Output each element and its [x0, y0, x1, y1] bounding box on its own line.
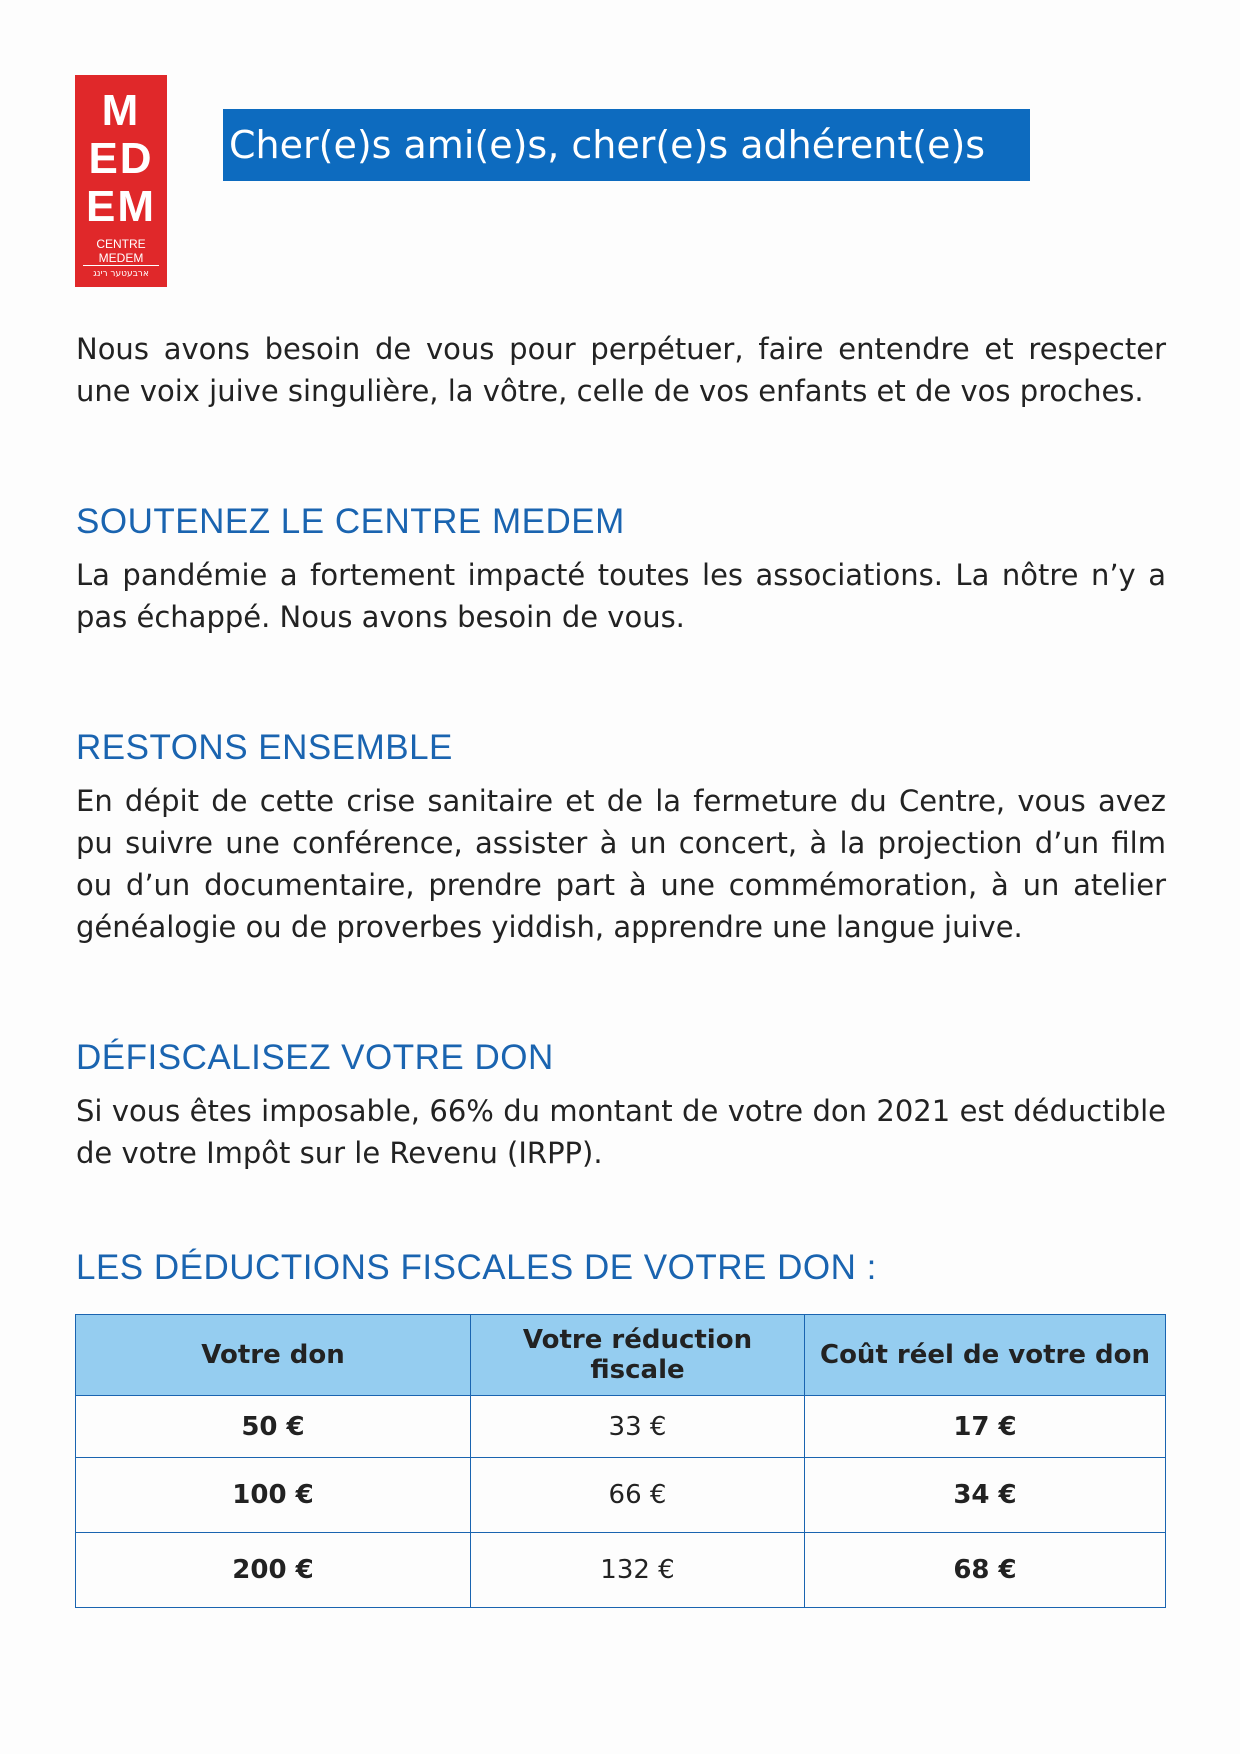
- table: Votre don Votre réduction fiscale Coût rée…: [75, 1314, 1166, 1608]
- table-row: 50 €33 €17 €: [75, 1395, 1166, 1458]
- logo-name: CENTRE MEDEM: [83, 237, 159, 266]
- section-heading: SOUTENEZ LE CENTRE MEDEM: [76, 502, 625, 541]
- intro: Nous avons besoin de vous pour perpétuer…: [76, 332, 1166, 408]
- table-cell: 33 €: [470, 1395, 805, 1458]
- sections: SOUTENEZ LE CENTRE MEDEM La pandémie a fo…: [76, 502, 1166, 1174]
- header-row: Votre don Votre réduction fiscale Coût rée…: [75, 1314, 1166, 1396]
- table-cell: 132 €: [470, 1532, 805, 1608]
- column-header: Coût réel de votre don: [804, 1314, 1166, 1396]
- table-row: 100 €66 €34 €: [75, 1457, 1166, 1533]
- table-cell: 100 €: [75, 1457, 471, 1533]
- section: DÉFISCALISEZ VOTRE DON Si vous êtes impos…: [76, 1038, 1166, 1174]
- table-cell: 50 €: [75, 1395, 471, 1458]
- logo: M ED EM CENTRE MEDEM ארבעטער רינג: [75, 75, 167, 287]
- column-header: Votre don: [75, 1314, 471, 1396]
- column-header: Votre réduction fiscale: [470, 1314, 805, 1396]
- logo-hebrew: ארבעטער רינג: [93, 269, 149, 279]
- logo-letters: M: [101, 86, 141, 135]
- title: Cher(e)s ami(e)s, cher(e)s adhérent(e)s: [223, 109, 1030, 181]
- table-cell: 17 €: [804, 1395, 1166, 1458]
- section: RESTONS ENSEMBLE En dépit de cette crise …: [76, 728, 1166, 948]
- section-heading: RESTONS ENSEMBLE: [76, 728, 453, 767]
- section-heading: DÉFISCALISEZ VOTRE DON: [76, 1038, 554, 1077]
- section: SOUTENEZ LE CENTRE MEDEM La pandémie a fo…: [76, 502, 1166, 638]
- table-cell: 200 €: [75, 1532, 471, 1608]
- section-text: Si vous êtes imposable, 66% du montant d…: [76, 1094, 1166, 1170]
- logo-letters: ED: [88, 134, 154, 183]
- content: Nous avons besoin de vous pour perpétuer…: [76, 328, 1166, 1174]
- logo-letters: EM: [86, 182, 156, 231]
- table-cell: 68 €: [804, 1532, 1166, 1608]
- section-text: En dépit de cette crise sanitaire et de …: [76, 784, 1166, 944]
- table-cell: 34 €: [804, 1457, 1166, 1533]
- table-row: 200 €132 €68 €: [75, 1532, 1166, 1608]
- table-title: LES DÉDUCTIONS FISCALES DE VOTRE DON :: [76, 1248, 877, 1287]
- section-text: La pandémie a fortement impacté toutes l…: [76, 558, 1166, 634]
- table-cell: 66 €: [470, 1457, 805, 1533]
